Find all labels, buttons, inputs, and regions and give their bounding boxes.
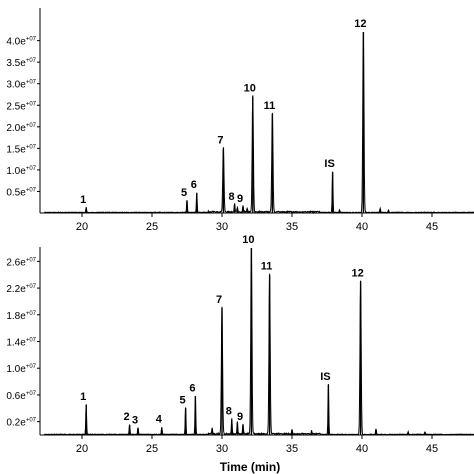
peak-label: 10 xyxy=(244,83,256,95)
chromatogram-trace xyxy=(44,247,474,436)
peak-label: 7 xyxy=(216,294,222,306)
y-tick-label: 1.8e+07 xyxy=(6,311,36,322)
peak-label: IS xyxy=(324,158,334,170)
peak-label: 1 xyxy=(80,194,86,206)
peak-label: 12 xyxy=(354,18,366,30)
y-tick-label: 2.5e+07 xyxy=(6,101,36,112)
x-axis-title: Time (min) xyxy=(220,460,280,474)
y-tick-label: 2.6e+07 xyxy=(6,257,36,268)
peak-label: 8 xyxy=(226,406,232,418)
peak-label: 9 xyxy=(237,193,243,205)
peak-label: 6 xyxy=(191,179,197,191)
peak-label: 12 xyxy=(351,267,363,279)
y-tick-label: 1.5e+07 xyxy=(6,144,36,155)
y-tick-label: 1.0e+07 xyxy=(6,166,36,177)
y-tick-label: 1.0e+07 xyxy=(6,364,36,375)
y-tick-label: 3.0e+07 xyxy=(6,80,36,91)
peak-label: 2 xyxy=(124,411,130,423)
x-tick-label: 35 xyxy=(286,443,298,455)
y-tick-label: 0.5e+07 xyxy=(6,187,36,198)
y-tick-label: 1.4e+07 xyxy=(6,338,36,349)
y-tick-label: 4.0e+07 xyxy=(6,37,36,48)
peak-label: 11 xyxy=(264,100,276,112)
chromatogram-trace xyxy=(44,31,474,215)
peak-label: 6 xyxy=(189,382,195,394)
peak-label: 5 xyxy=(181,187,187,199)
y-tick-label: 0.2e+07 xyxy=(6,418,36,429)
x-tick-label: 35 xyxy=(286,221,298,233)
peak-label: 4 xyxy=(156,414,163,426)
x-tick-label: 25 xyxy=(146,443,158,455)
y-tick-label: 2.2e+07 xyxy=(6,284,36,295)
x-tick-label: 20 xyxy=(76,221,88,233)
x-tick-label: 45 xyxy=(426,221,438,233)
panel-top: 20 25 30 35 40 45 0.5e+07 1.0e+07 1.5e+07 2.0e+07… xyxy=(6,8,474,233)
x-tick-label: 40 xyxy=(356,221,368,233)
peak-label: 10 xyxy=(242,234,254,246)
x-tick-label: 30 xyxy=(216,221,228,233)
x-tick-label: 45 xyxy=(426,443,438,455)
x-tick-label: 40 xyxy=(356,443,368,455)
panel-bottom: 20 25 30 35 40 450.2e+070.6e+071.0e+071.4e+07… xyxy=(6,234,474,455)
peak-label: 9 xyxy=(237,411,243,423)
peak-label: 1 xyxy=(80,391,86,403)
peak-label: 7 xyxy=(217,134,223,146)
peak-label: 11 xyxy=(261,261,273,273)
y-tick-label: 2.0e+07 xyxy=(6,123,36,134)
peak-label: 5 xyxy=(180,394,186,406)
x-tick-label: 25 xyxy=(146,221,158,233)
x-tick-label: 30 xyxy=(216,443,228,455)
peak-label: IS xyxy=(320,371,330,383)
y-tick-label: 0.6e+07 xyxy=(6,391,36,402)
y-tick-label: 3.5e+07 xyxy=(6,58,36,69)
peak-label: 8 xyxy=(229,191,235,203)
x-tick-label: 20 xyxy=(76,443,88,455)
peak-label: 3 xyxy=(132,414,138,426)
